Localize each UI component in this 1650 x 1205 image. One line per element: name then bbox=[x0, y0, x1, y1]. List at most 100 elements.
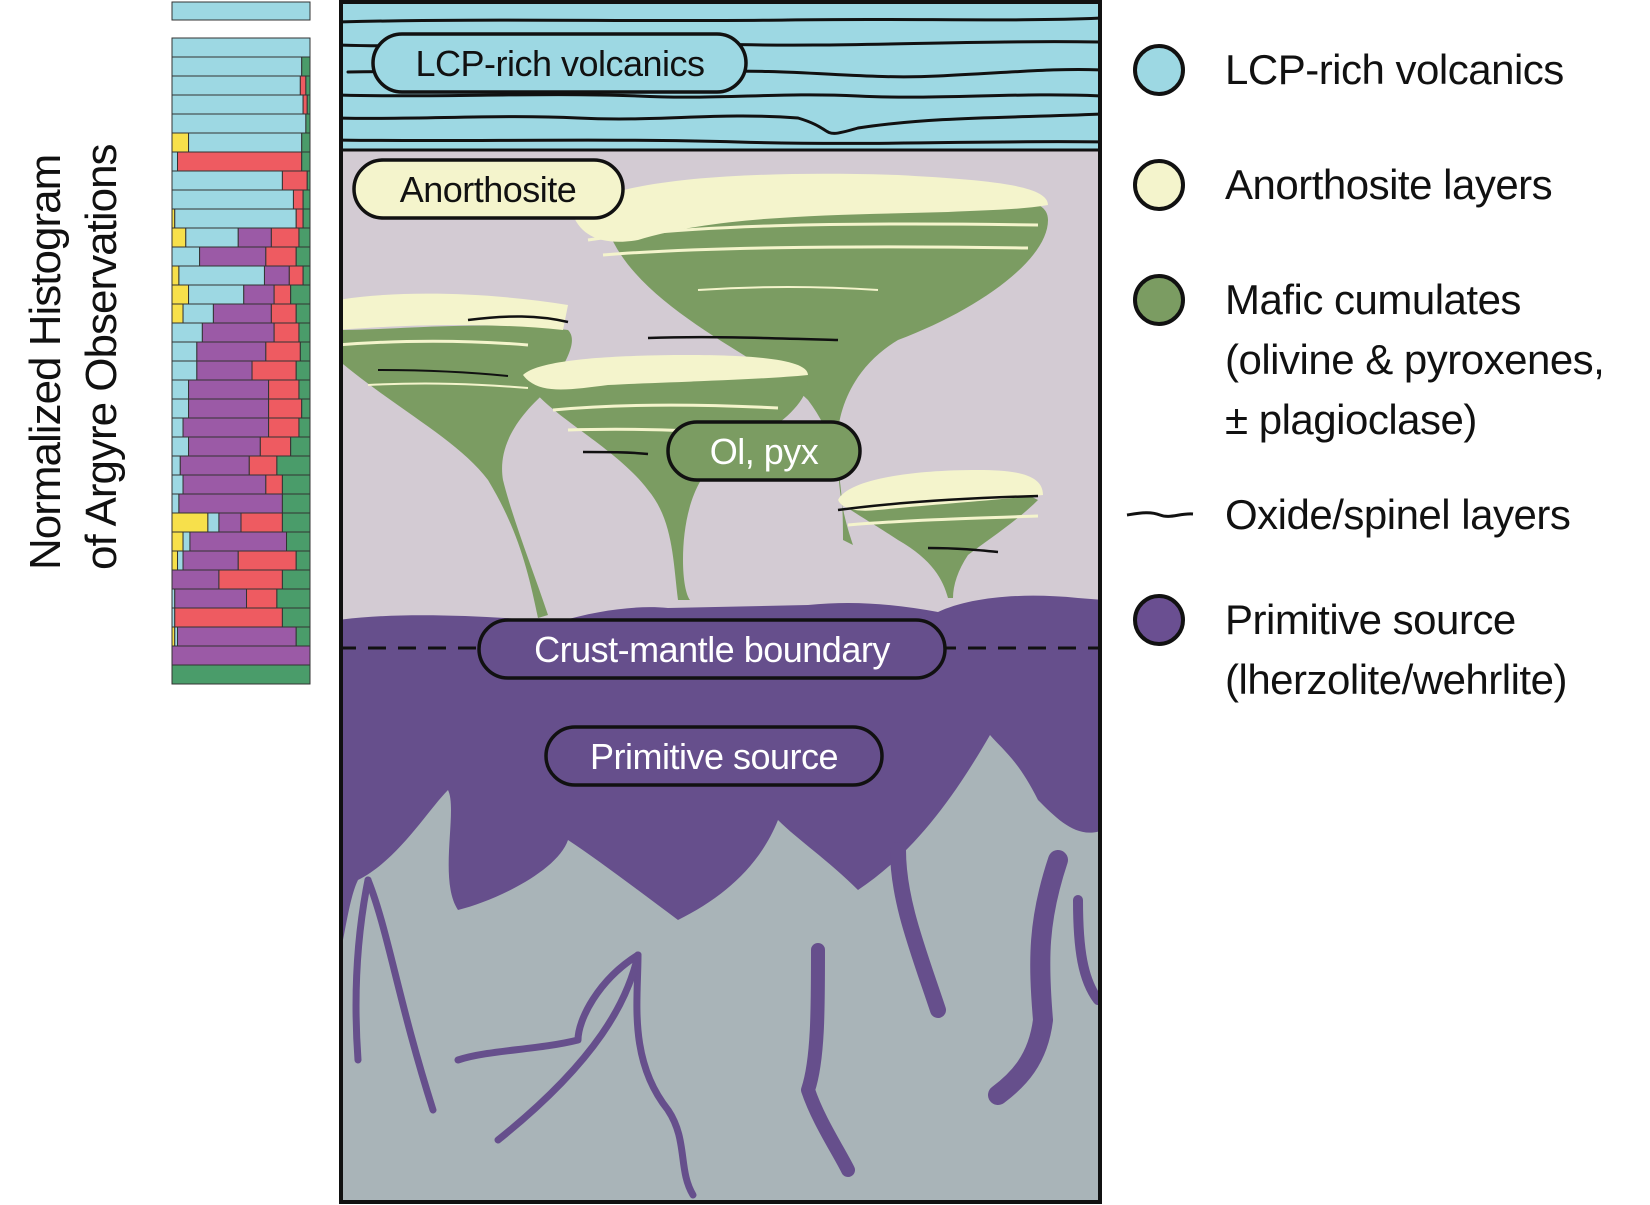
histogram-segment-red bbox=[295, 208, 304, 229]
histogram-segment-red bbox=[281, 170, 308, 191]
legend-swatch-primitive bbox=[1133, 594, 1185, 646]
histogram-segment-cyan bbox=[171, 417, 184, 438]
histogram-segment-green bbox=[295, 550, 311, 571]
mafic-cumulate-mushroom-4 bbox=[837, 470, 1043, 598]
histogram-segment-green bbox=[298, 322, 311, 343]
histogram-segment-purple bbox=[188, 436, 261, 457]
histogram-segment-red bbox=[292, 189, 304, 210]
histogram-segment-green bbox=[295, 246, 311, 267]
histogram-segment-cyan bbox=[171, 360, 198, 381]
histogram-segment-purple bbox=[171, 645, 311, 666]
histogram-segment-green bbox=[298, 379, 311, 400]
histogram-segment-purple bbox=[212, 303, 272, 324]
histogram-segment-cyan bbox=[171, 341, 198, 362]
histogram-segment-purple bbox=[199, 246, 267, 267]
histogram-segment-green bbox=[302, 208, 311, 229]
histogram-segment-green bbox=[301, 132, 311, 153]
oxide-layer-icon bbox=[1126, 511, 1194, 518]
histogram-segment-red bbox=[248, 455, 278, 476]
histogram-segment-yellow bbox=[171, 284, 190, 305]
histogram-segment-purple bbox=[196, 360, 253, 381]
histogram-segment-purple bbox=[171, 569, 220, 590]
label-olpyx-text: Ol, pyx bbox=[710, 431, 819, 472]
histogram-segment-green bbox=[301, 398, 311, 419]
histogram-segment-red bbox=[265, 341, 301, 362]
histogram-segment-purple bbox=[182, 550, 239, 571]
y-axis-label-line1: Normalized Histogram bbox=[21, 155, 70, 570]
histogram-segment-red bbox=[237, 550, 297, 571]
histogram-segment-cyan bbox=[182, 531, 191, 552]
histogram-segment-yellow bbox=[171, 132, 190, 153]
cross-section-frame bbox=[339, 0, 1102, 1204]
histogram-segment-cyan bbox=[185, 227, 239, 248]
histogram-segment-red bbox=[302, 94, 308, 115]
histogram-segment-cyan bbox=[171, 170, 283, 191]
histogram-segment-yellow bbox=[171, 531, 184, 552]
crust-cross-section: LCP-rich volcanics Anorthosite Ol, pyx C… bbox=[339, 0, 1102, 1204]
histogram-segment-yellow bbox=[171, 265, 180, 286]
histogram-segment-purple bbox=[201, 322, 275, 343]
histogram-segment-red bbox=[240, 512, 283, 533]
histogram-segment-cyan bbox=[171, 151, 179, 172]
histogram-segment-yellow bbox=[171, 512, 209, 533]
histogram-segment-cyan bbox=[171, 493, 180, 514]
label-volcanics: LCP-rich volcanics bbox=[371, 32, 748, 94]
histogram-segment-red bbox=[288, 265, 304, 286]
histogram-segment-red bbox=[270, 227, 300, 248]
histogram-segment-purple bbox=[188, 379, 270, 400]
histogram-segment-cyan bbox=[171, 379, 190, 400]
histogram-segment-green bbox=[281, 474, 311, 495]
histogram-segment-cyan bbox=[188, 132, 303, 153]
label-olpyx: Ol, pyx bbox=[666, 420, 862, 482]
legend-swatch-anorthosite bbox=[1133, 159, 1185, 211]
histogram-segment-cyan bbox=[171, 113, 307, 134]
histogram-segment-red bbox=[246, 588, 278, 609]
histogram-segment-green bbox=[281, 493, 311, 514]
histogram-segment-green bbox=[276, 455, 311, 476]
histogram-segment-cyan bbox=[171, 474, 184, 495]
histogram-segment-red bbox=[218, 569, 283, 590]
legend-label-mafic-1: Mafic cumulates bbox=[1225, 276, 1521, 323]
histogram-segment-green bbox=[295, 360, 311, 381]
legend: LCP-rich volcanics Anorthosite layers Ma… bbox=[1125, 30, 1650, 730]
histogram-segment-green bbox=[281, 569, 311, 590]
histogram-segment-green bbox=[305, 75, 311, 96]
histogram-segment-red bbox=[259, 436, 292, 457]
histogram-segment-purple bbox=[237, 227, 272, 248]
histogram-segment-green bbox=[286, 531, 311, 552]
histogram-segment-cyan bbox=[182, 303, 214, 324]
histogram-segment-cyan bbox=[171, 455, 181, 476]
histogram-segment-cyan bbox=[171, 75, 301, 96]
histogram-segment-purple bbox=[188, 398, 270, 419]
histogram bbox=[171, 1, 311, 685]
histogram-segment-purple bbox=[189, 531, 288, 552]
histogram-segment-yellow bbox=[171, 227, 187, 248]
histogram-segment-purple bbox=[177, 626, 297, 647]
histogram-segment-purple bbox=[182, 417, 270, 438]
histogram-segment-green bbox=[299, 341, 311, 362]
y-axis-label: Normalized Histogram of Argyre Observati… bbox=[21, 144, 126, 570]
histogram-segment-green bbox=[171, 664, 311, 685]
histogram-segment-cyan bbox=[171, 398, 190, 419]
histogram-segment-yellow bbox=[171, 303, 184, 324]
histogram-segment-green bbox=[281, 607, 311, 628]
legend-label-anorthosite: Anorthosite layers bbox=[1225, 161, 1553, 208]
histogram-segment-green bbox=[298, 227, 311, 248]
mafic-cumulate-mushroom-1 bbox=[573, 173, 1048, 546]
legend-label-mafic-3: ± plagioclase) bbox=[1225, 396, 1477, 443]
label-anorthosite: Anorthosite bbox=[352, 158, 625, 220]
label-anorthosite-text: Anorthosite bbox=[400, 169, 577, 210]
histogram-segment-red bbox=[265, 246, 297, 267]
histogram-segment-green bbox=[290, 436, 311, 457]
histogram-segment-green bbox=[301, 56, 311, 77]
mafic-cumulate-mushroom-2 bbox=[342, 293, 572, 618]
histogram-segment-green bbox=[276, 588, 311, 609]
label-boundary: Crust-mantle boundary bbox=[477, 618, 947, 680]
histogram-segment-red bbox=[299, 75, 307, 96]
histogram-segment-red bbox=[268, 398, 303, 419]
histogram-segment-purple bbox=[174, 588, 248, 609]
histogram-segment-red bbox=[268, 379, 300, 400]
primitive-source-veins bbox=[352, 842, 1099, 1199]
histogram-segment-green bbox=[281, 512, 311, 533]
histogram-segment-red bbox=[251, 360, 297, 381]
